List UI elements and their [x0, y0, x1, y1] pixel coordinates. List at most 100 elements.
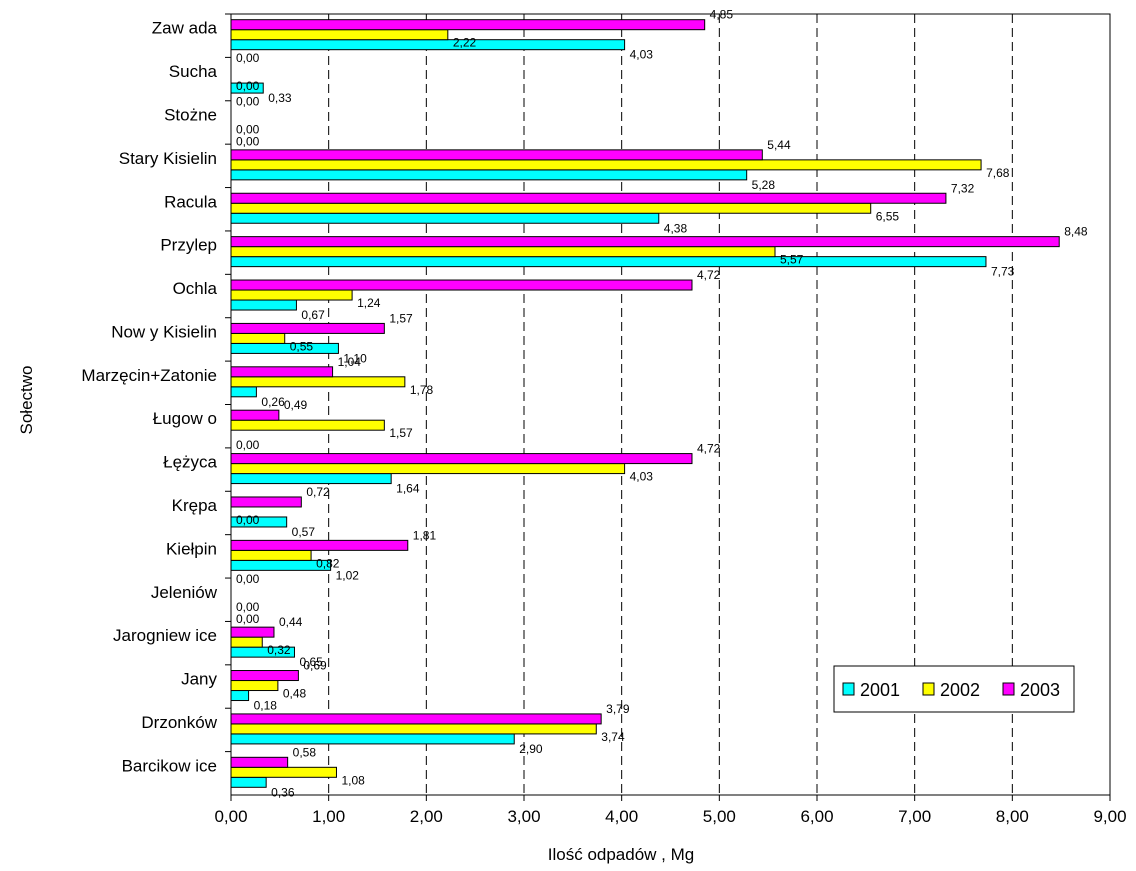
category-label: Przylep [160, 236, 217, 255]
value-label: 0,57 [292, 525, 316, 539]
value-label: 3,74 [601, 730, 625, 744]
legend-label-2003: 2003 [1020, 680, 1060, 700]
value-label: 0,32 [267, 643, 291, 657]
x-tick-label: 0,00 [214, 807, 247, 826]
value-label: 7,68 [986, 166, 1010, 180]
value-label: 0,36 [271, 785, 295, 799]
category-label: Now y Kisielin [111, 322, 217, 341]
value-label: 0,00 [236, 438, 260, 452]
category-label: Racula [164, 192, 217, 211]
value-label: 5,44 [767, 138, 791, 152]
bar-2003 [230, 366, 334, 378]
bar-2002 [230, 766, 337, 778]
x-axis-title: Ilość odpadów , Mg [548, 845, 694, 864]
bar-2001 [230, 169, 748, 181]
x-tick-label: 9,00 [1093, 807, 1126, 826]
bar-2003 [230, 19, 706, 31]
bar-2003 [230, 539, 409, 551]
legend-swatch-2002 [922, 682, 935, 696]
bar-2001 [230, 473, 392, 485]
value-label: 4,72 [697, 442, 721, 456]
legend-swatch-2003 [1002, 682, 1015, 696]
bar-2001 [230, 342, 339, 354]
category-label: Łężyca [163, 453, 217, 472]
category-label: Ługow o [153, 409, 217, 428]
grid-lines [328, 14, 1013, 795]
bar-2002 [230, 723, 597, 735]
bar-2002 [230, 636, 263, 648]
value-label: 7,73 [991, 265, 1015, 279]
category-labels: Zaw ada Sucha Stożne Stary Kisielin Racula Pr… [81, 19, 217, 776]
value-label: 0,49 [284, 398, 308, 412]
bar-2002 [230, 159, 982, 171]
x-tick-label: 6,00 [800, 807, 833, 826]
value-label: 1,57 [389, 426, 413, 440]
category-label: Jarogniew ice [113, 626, 217, 645]
category-label: Zaw ada [152, 19, 218, 38]
legend: 2001 2002 2003 [833, 665, 1075, 713]
value-label: 0,82 [316, 556, 340, 570]
category-label: Jeleniów [151, 583, 218, 602]
bar-2003 [230, 149, 763, 161]
bar-2003 [230, 279, 693, 291]
value-label: 0,00 [236, 612, 260, 626]
value-label: 4,72 [697, 268, 721, 282]
bar-2003 [230, 670, 299, 682]
value-label: 0,18 [254, 699, 278, 713]
bar-2002 [230, 29, 449, 41]
value-label: 1,78 [410, 383, 434, 397]
x-tick-label: 1,00 [312, 807, 345, 826]
value-label: 4,38 [664, 221, 688, 235]
category-label: Drzonków [141, 713, 217, 732]
y-axis-title: Sołectwo [17, 366, 36, 435]
bar-2003 [230, 409, 280, 421]
x-tick-label: 7,00 [898, 807, 931, 826]
value-label: 0,65 [299, 655, 323, 669]
bar-2003 [230, 453, 693, 465]
value-label: 1,08 [341, 773, 365, 787]
value-label: 0,33 [268, 91, 292, 105]
legend-label-2002: 2002 [940, 680, 980, 700]
category-label: Barcikow ice [122, 756, 217, 775]
bar-2001 [230, 690, 250, 702]
category-label: Kiełpin [166, 539, 217, 558]
value-label: 7,32 [951, 181, 975, 195]
bar-2001 [230, 299, 297, 311]
category-label: Stary Kisielin [119, 149, 217, 168]
value-label: 0,67 [301, 308, 325, 322]
bar-2003 [230, 713, 602, 725]
value-label: 1,64 [396, 482, 420, 496]
value-label: 0,00 [236, 94, 260, 108]
bar-2002 [230, 376, 406, 388]
value-label: 1,02 [336, 568, 360, 582]
x-tick-label: 8,00 [996, 807, 1029, 826]
bar-2001 [230, 386, 257, 398]
category-label: Sucha [169, 62, 218, 81]
value-label: 0,00 [236, 134, 260, 148]
bar-2002 [230, 289, 353, 301]
x-tick-label: 4,00 [605, 807, 638, 826]
bar-2003 [230, 496, 302, 508]
bar-2003 [230, 626, 275, 638]
bar-2003 [230, 192, 947, 204]
axes [225, 13, 1111, 801]
value-label: 1,81 [413, 528, 437, 542]
legend-swatch-2001 [842, 682, 855, 696]
value-label: 0,00 [236, 513, 260, 527]
bar-2003 [230, 322, 385, 334]
bar-2002 [230, 419, 385, 431]
value-label: 0,00 [236, 600, 260, 614]
value-label: 0,00 [236, 79, 260, 93]
category-label: Ochla [173, 279, 218, 298]
value-label: 0,44 [279, 615, 303, 629]
value-label: 5,57 [780, 253, 804, 267]
x-tick-labels: 0,00 1,00 2,00 3,00 4,00 5,00 6,00 7,00 8,00 9,00 [214, 807, 1126, 826]
value-label: 5,28 [752, 178, 776, 192]
value-label: 0,72 [306, 485, 330, 499]
value-label: 0,55 [290, 339, 314, 353]
bar-2001 [230, 256, 987, 268]
bar-2002 [230, 549, 312, 561]
bar-2003 [230, 236, 1060, 248]
value-label: 0,69 [303, 659, 327, 673]
value-label: 6,55 [876, 209, 900, 223]
